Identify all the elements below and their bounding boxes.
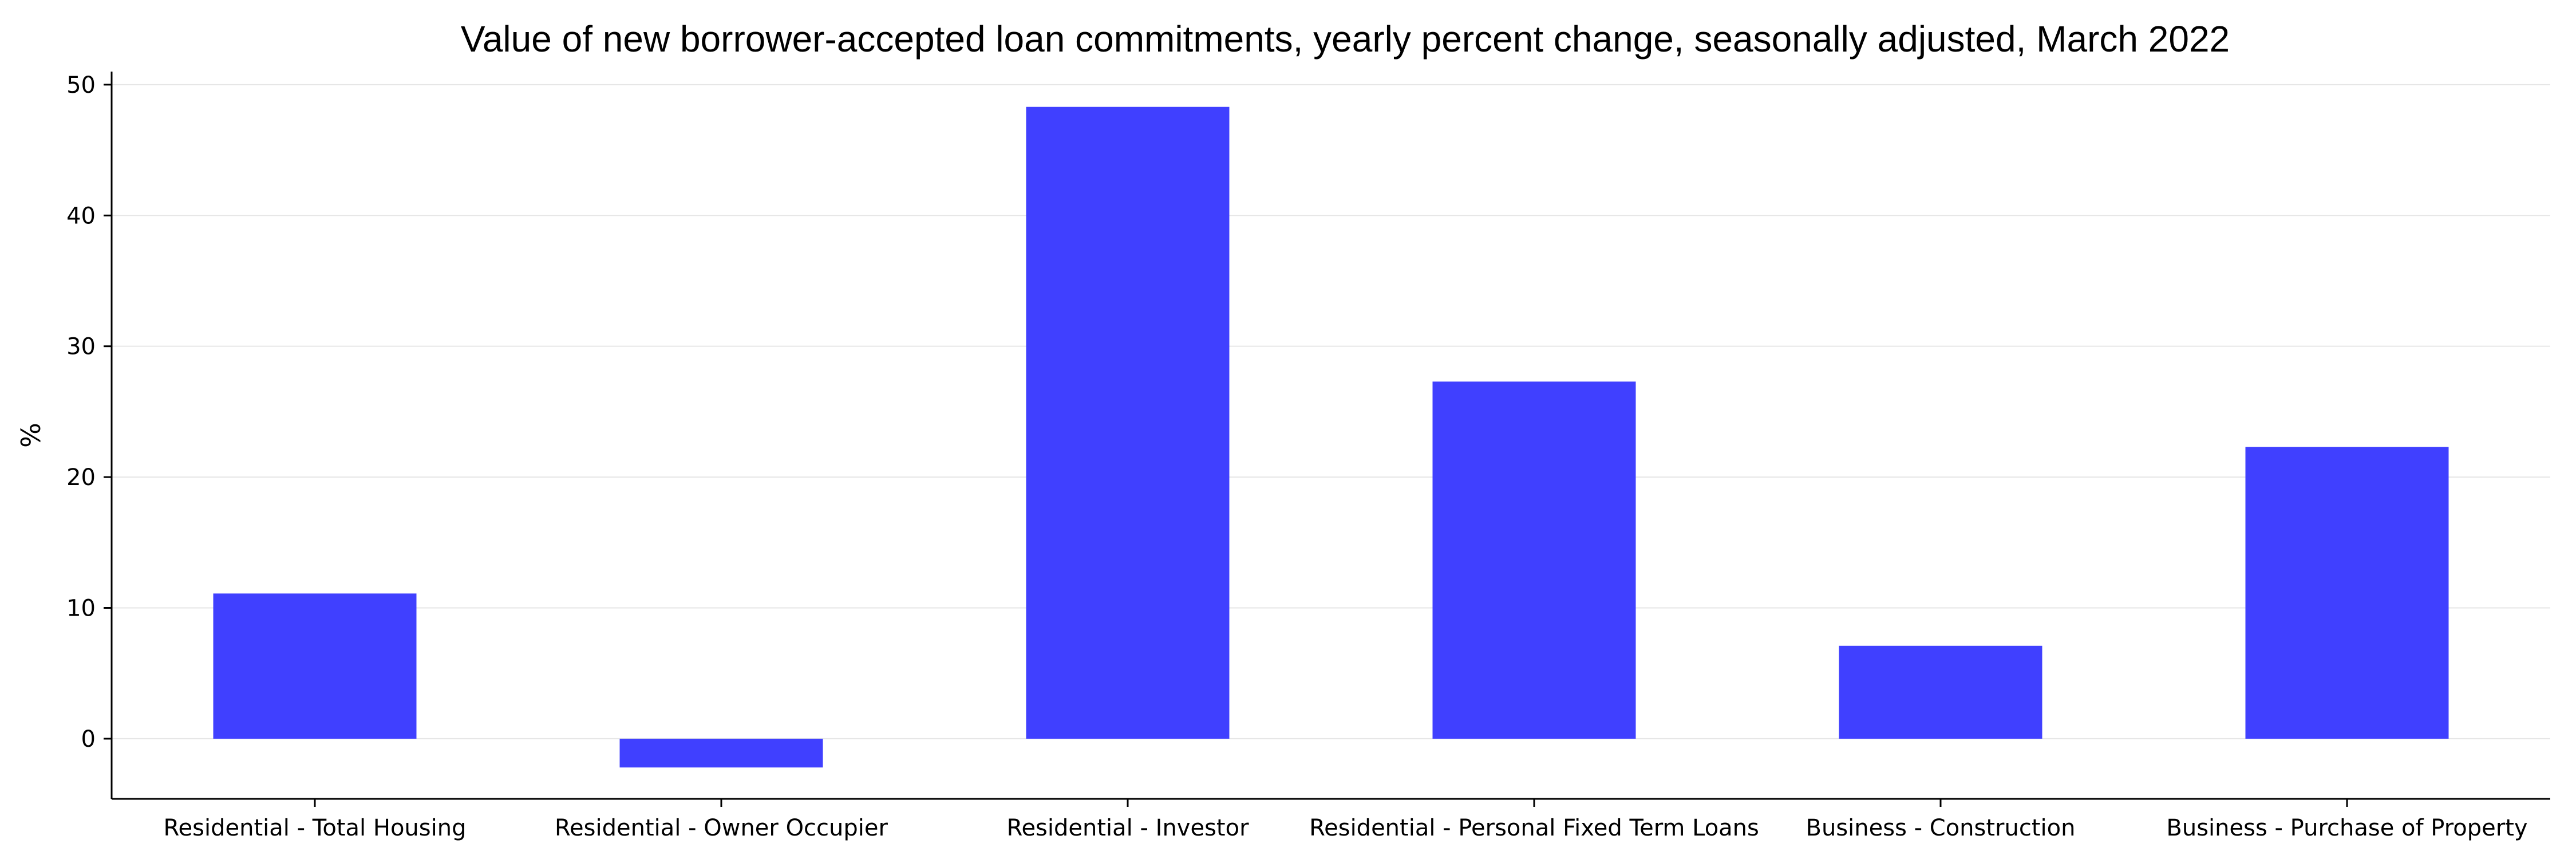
bar <box>1026 107 1230 739</box>
x-tick-label: Residential - Personal Fixed Term Loans <box>1309 815 1759 841</box>
bar <box>2245 447 2449 739</box>
x-tick-label: Residential - Total Housing <box>164 815 467 841</box>
x-tick-label: Business - Purchase of Property <box>2166 815 2527 841</box>
axes <box>110 72 2550 800</box>
bars <box>213 107 2449 768</box>
bar <box>1432 381 1636 739</box>
y-axis-label: % <box>15 423 46 448</box>
y-tick-label: 20 <box>66 464 96 491</box>
y-tick-label: 50 <box>66 72 96 98</box>
bar <box>1839 645 2042 739</box>
grid-lines <box>112 84 2550 739</box>
ticks: 0 10 20 30 40 50 Residential - Total Housing Re… <box>66 72 2527 841</box>
y-tick-label: 40 <box>66 203 96 229</box>
x-tick-label: Business - Construction <box>1806 815 2076 841</box>
y-tick-label: 10 <box>66 596 96 622</box>
x-tick-label: Residential - Owner Occupier <box>555 815 888 841</box>
y-tick-label: 0 <box>81 726 96 752</box>
bar <box>213 593 417 739</box>
chart-title: Value of new borrower-accepted loan comm… <box>461 18 2230 60</box>
bar <box>619 738 823 768</box>
x-tick-label: Residential - Investor <box>1006 815 1249 841</box>
y-tick-label: 30 <box>66 334 96 360</box>
